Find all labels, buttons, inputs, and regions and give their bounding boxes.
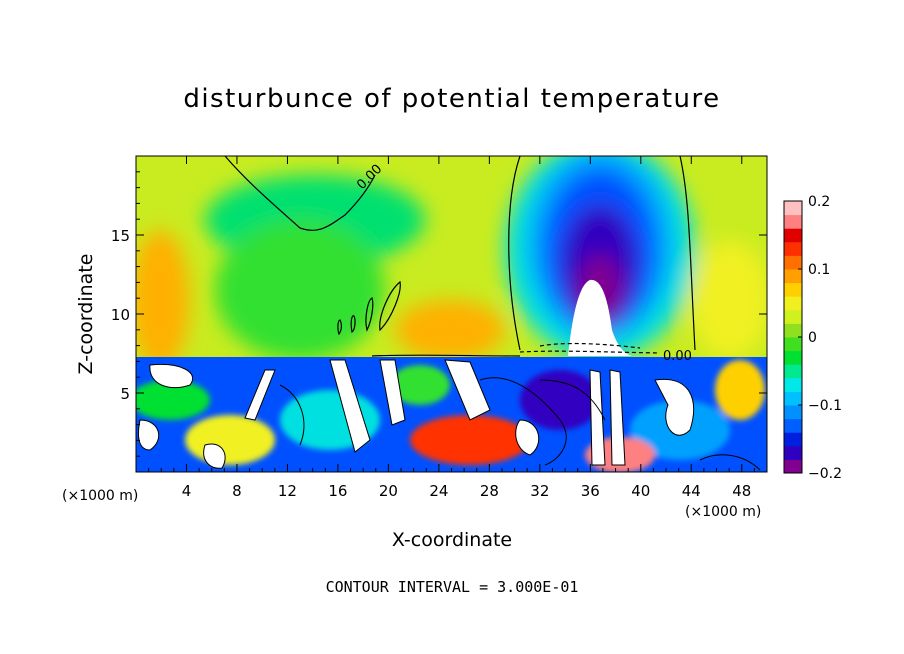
contour-label: 0.00 xyxy=(663,349,692,364)
colorbar-swatch xyxy=(784,377,802,392)
plot-frame xyxy=(135,155,768,473)
x-tick-label: 16 xyxy=(328,482,347,500)
colorbar-swatch xyxy=(784,432,802,447)
x-unit-label-right: (×1000 m) xyxy=(685,504,761,520)
colorbar-swatch xyxy=(784,459,802,474)
y-axis-title: Z-coordinate xyxy=(75,254,97,375)
colorbar-swatch xyxy=(784,201,802,216)
x-tick-label: 8 xyxy=(232,482,242,500)
colorbar-swatch xyxy=(784,364,802,379)
y-tick-label: 10 xyxy=(111,306,130,324)
x-tick-label: 48 xyxy=(732,482,751,500)
colorbar: 0.2 0.1 0 −0.1 −0.2 xyxy=(783,194,842,482)
colorbar-swatch xyxy=(784,255,802,270)
upper-field xyxy=(136,156,767,357)
y-tick-label: 5 xyxy=(120,385,130,403)
y-axis: 5 10 15 xyxy=(111,171,767,457)
colorbar-tick-label: 0.2 xyxy=(808,194,830,210)
x-axis-title: X-coordinate xyxy=(392,529,512,551)
colorbar-swatch xyxy=(784,405,802,420)
x-tick-label: 44 xyxy=(682,482,701,500)
colorbar-swatch xyxy=(784,418,802,433)
colorbar-swatch xyxy=(784,323,802,338)
x-tick-label: 12 xyxy=(278,482,297,500)
x-tick-label: 40 xyxy=(631,482,650,500)
x-tick-label: 32 xyxy=(530,482,549,500)
y-tick-label: 15 xyxy=(111,227,130,245)
x-tick-label: 24 xyxy=(429,482,448,500)
colorbar-swatch xyxy=(784,282,802,297)
contour-label: 0.00 xyxy=(354,162,385,193)
lower-field xyxy=(136,357,767,472)
x-unit-label-left: (×1000 m) xyxy=(62,488,138,504)
colorbar-swatch xyxy=(784,309,802,324)
x-tick-label: 20 xyxy=(379,482,398,500)
x-tick-label: 4 xyxy=(182,482,192,500)
colorbar-swatch xyxy=(784,350,802,365)
colorbar-swatch xyxy=(784,445,802,460)
colorbar-tick-label: 0.1 xyxy=(808,262,830,278)
colorbar-swatch xyxy=(784,391,802,406)
colorbar-swatch xyxy=(784,241,802,256)
colorbar-tick-label: 0 xyxy=(808,330,817,346)
x-tick-label: 28 xyxy=(480,482,499,500)
colorbar-swatch xyxy=(784,214,802,229)
contour-interval-label: CONTOUR INTERVAL = 3.000E-01 xyxy=(325,578,579,596)
colorbar-tick-label: −0.2 xyxy=(808,466,842,482)
chart-title: disturbunce of potential temperature xyxy=(183,84,721,114)
colorbar-swatch xyxy=(784,228,802,243)
contour-lines xyxy=(224,156,696,357)
colorbar-swatch xyxy=(784,337,802,352)
colorbar-swatch xyxy=(784,269,802,284)
colorbar-frame xyxy=(783,200,803,474)
x-tick-label: 36 xyxy=(581,482,600,500)
x-axis: 4 8 12 16 20 24 28 32 36 40 44 48 xyxy=(148,156,755,500)
colorbar-tick-label: −0.1 xyxy=(808,398,842,414)
colorbar-swatch xyxy=(784,296,802,311)
